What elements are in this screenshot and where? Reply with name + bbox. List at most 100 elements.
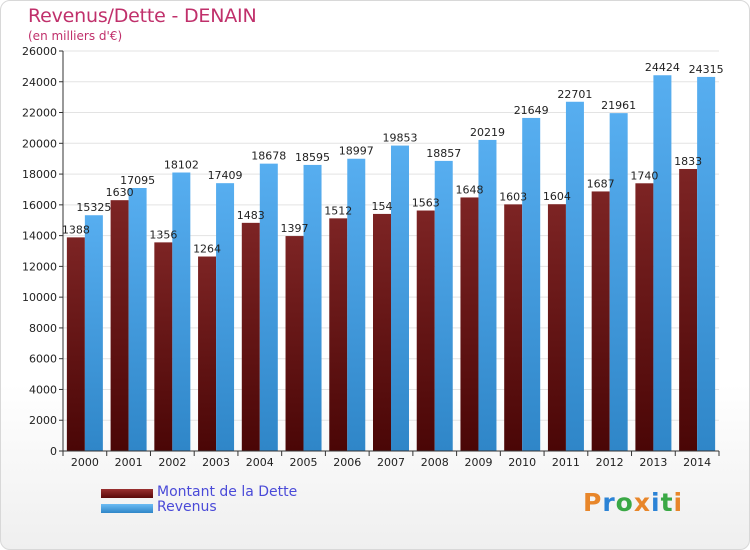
bar-revenue-2010: [522, 117, 541, 451]
bar-revenue-2012: [609, 113, 628, 451]
x-tick-label: 2007: [377, 456, 405, 469]
x-tick-label: 2000: [71, 456, 99, 469]
bar-debt-2014: [679, 168, 698, 451]
data-label-revenue-2014: 24315: [689, 63, 724, 76]
bar-debt-2005: [285, 236, 304, 451]
data-label-debt-2006: 1512: [324, 204, 352, 217]
y-tick-label: 26000: [22, 45, 57, 58]
data-label-revenue-2004: 18678: [251, 150, 286, 163]
data-label-debt-2013: 1740: [630, 169, 658, 182]
bar-revenue-2000: [84, 215, 103, 451]
data-label-revenue-2013: 24424: [645, 61, 680, 74]
logo-letter: x: [633, 488, 651, 517]
bar-debt-2008: [416, 210, 435, 451]
x-tick-label: 2009: [464, 456, 492, 469]
bar-debt-2004: [241, 222, 260, 451]
x-tick-label: 2002: [158, 456, 186, 469]
bar-debt-2007: [373, 213, 391, 451]
data-label-debt-2003: 1264: [193, 243, 221, 256]
y-tick-label: 0: [50, 445, 57, 458]
bar-revenue-2014: [697, 76, 716, 451]
logo-letter: r: [602, 488, 616, 517]
data-label-revenue-2010: 21649: [514, 104, 549, 117]
y-tick-label: 22000: [22, 107, 57, 120]
data-label-debt-2010: 1603: [499, 190, 527, 203]
x-tick-label: 2004: [246, 456, 274, 469]
bar-revenue-2005: [303, 164, 322, 451]
y-tick-label: 10000: [22, 291, 57, 304]
x-tick-label: 2008: [421, 456, 449, 469]
y-tick-label: 4000: [29, 383, 57, 396]
bar-revenue-2004: [259, 163, 278, 451]
data-label-revenue-2005: 18595: [295, 151, 330, 164]
x-tick-label: 2001: [115, 456, 143, 469]
bar-debt-2013: [635, 183, 654, 452]
y-tick-label: 12000: [22, 260, 57, 273]
bar-revenue-2011: [565, 101, 584, 451]
bar-debt-2012: [591, 191, 610, 451]
bar-debt-2009: [460, 197, 479, 451]
logo-letter: i: [651, 488, 661, 517]
data-label-revenue-2008: 18857: [426, 147, 461, 160]
y-tick-label: 2000: [29, 414, 57, 427]
data-label-revenue-2011: 22701: [557, 88, 592, 101]
bar-revenue-2002: [172, 172, 191, 451]
y-tick-label: 6000: [29, 353, 57, 366]
bar-revenue-2003: [216, 183, 235, 451]
data-label-debt-2014: 1833: [674, 155, 702, 168]
data-label-revenue-2006: 18997: [339, 145, 374, 158]
x-tick-label: 2006: [333, 456, 361, 469]
data-label-revenue-2012: 21961: [601, 99, 636, 112]
data-label-revenue-2001: 17095: [120, 174, 155, 187]
proxiti-logo: Proxiti: [583, 488, 683, 517]
x-tick-label: 2010: [508, 456, 536, 469]
data-label-debt-2002: 1356: [149, 228, 177, 241]
bar-debt-2001: [110, 200, 129, 451]
legend-label-debt: Montant de la Dette: [157, 484, 298, 500]
legend-label-revenue: Revenus: [157, 499, 217, 515]
bar-revenue-2006: [347, 158, 366, 451]
legend-swatch-debt: [101, 489, 153, 498]
data-label-debt-2005: 1397: [281, 222, 309, 235]
x-tick-label: 2012: [596, 456, 624, 469]
logo-letter: o: [615, 488, 634, 517]
x-tick-label: 2005: [290, 456, 318, 469]
bar-revenue-2001: [128, 188, 147, 451]
data-label-revenue-2003: 17409: [208, 169, 243, 182]
logo-letter: i: [673, 488, 684, 517]
bar-revenue-2007: [391, 145, 409, 452]
data-label-revenue-2007: 19853: [383, 132, 418, 145]
bar-debt-2002: [154, 242, 173, 451]
y-tick-label: 24000: [22, 76, 57, 89]
legend-swatch-revenue: [101, 504, 153, 513]
data-label-revenue-2009: 20219: [470, 126, 505, 139]
y-tick-label: 14000: [22, 230, 57, 243]
bar-revenue-2008: [434, 160, 453, 451]
bar-debt-2006: [329, 218, 348, 451]
logo-letter: t: [660, 488, 674, 517]
bar-debt-2011: [547, 204, 566, 451]
data-label-debt-2001: 1630: [106, 186, 134, 199]
data-label-revenue-2002: 18102: [164, 159, 199, 172]
bar-revenue-2013: [653, 75, 672, 451]
data-label-debt-2007: 154: [372, 200, 393, 213]
data-label-debt-2009: 1648: [455, 183, 483, 196]
data-label-debt-2011: 1604: [543, 190, 571, 203]
x-tick-label: 2014: [683, 456, 711, 469]
y-tick-label: 18000: [22, 168, 57, 181]
data-label-debt-2000: 1388: [62, 223, 90, 236]
data-label-debt-2012: 1687: [587, 177, 615, 190]
data-label-revenue-2000: 15325: [76, 201, 111, 214]
logo-letter: P: [583, 488, 603, 517]
bar-debt-2000: [66, 237, 85, 451]
chart-subtitle: (en milliers d'€): [28, 29, 123, 43]
chart-title: Revenus/Dette - DENAIN: [28, 5, 257, 27]
data-label-debt-2008: 1563: [412, 197, 440, 210]
bar-debt-2003: [198, 256, 217, 451]
x-tick-label: 2013: [639, 456, 667, 469]
bar-revenue-2009: [478, 139, 497, 451]
x-tick-label: 2011: [552, 456, 580, 469]
y-tick-label: 16000: [22, 199, 57, 212]
